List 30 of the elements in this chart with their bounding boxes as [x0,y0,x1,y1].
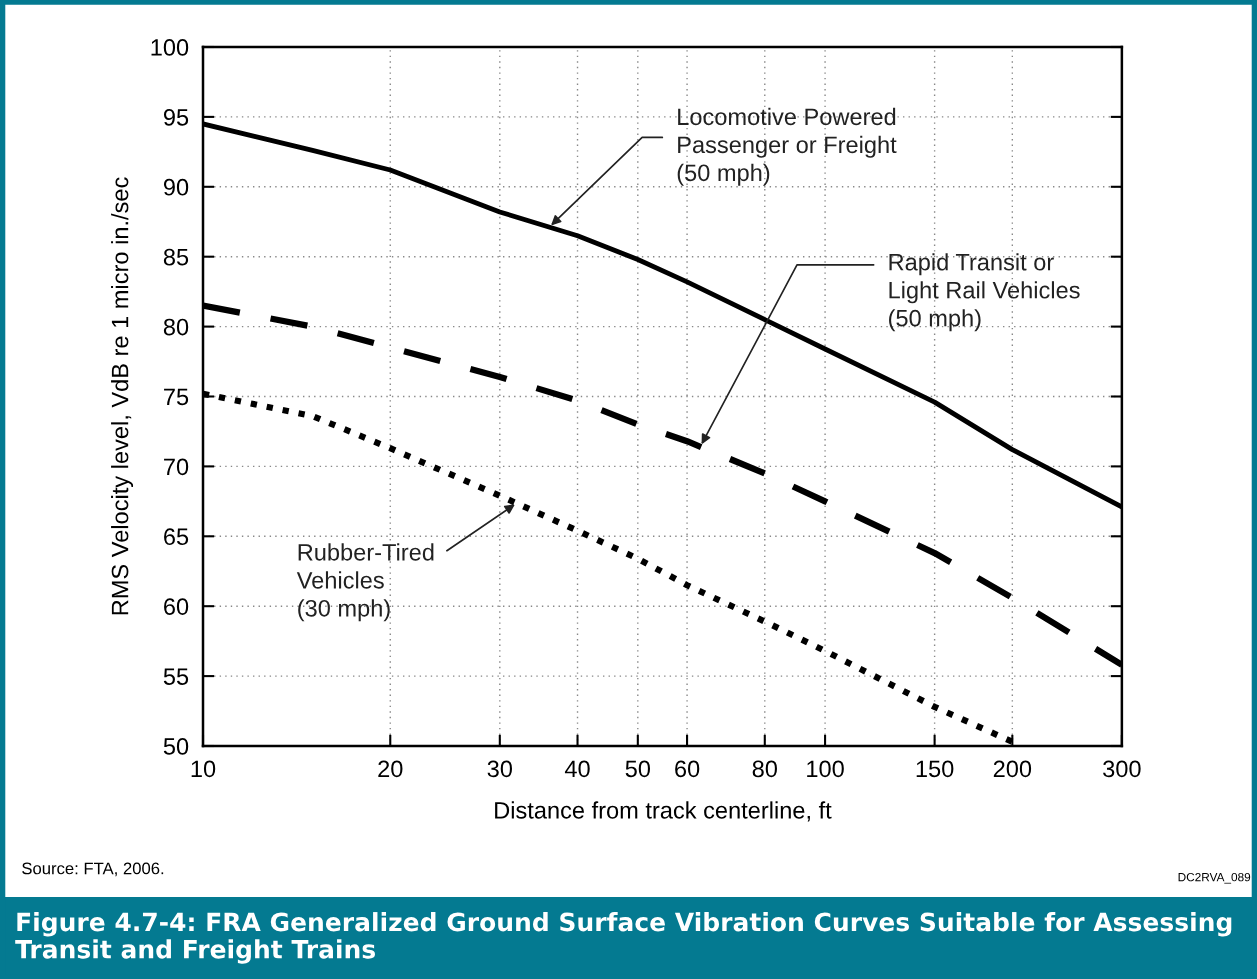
y-tick-label: 90 [163,178,189,196]
x-tick-label: 100 [807,760,844,778]
x-tick-label: 300 [1103,760,1141,778]
y-tick-label: 80 [163,318,189,336]
y-axis-title: RMS Velocity level, VdB re 1 micro in./sec [111,177,134,615]
y-tick-label: 65 [164,528,189,546]
y-tick-label: 95 [163,108,189,126]
x-tick-label: 40 [564,760,590,778]
x-tick-label: 30 [487,760,513,778]
y-tick-label: 85 [163,248,189,266]
x-tick-label: 80 [752,760,777,778]
x-tick-label: 200 [993,760,1032,778]
x-axis-title: Distance from track centerline, ft [495,801,832,822]
annotation: Locomotive Powered Passenger or Freight (50 mph) [677,107,897,186]
x-tick-label: 20 [378,760,403,778]
y-tick-label: 60 [164,598,189,615]
y-tick-label: 70 [164,458,189,476]
y-tick-label: 55 [163,668,189,685]
y-tick-label: 75 [164,388,189,406]
x-tick-label: 150 [916,760,954,778]
x-tick-label: 10 [191,760,216,778]
text: DC2RVA_089 [1178,872,1251,884]
annotation: Rubber-Tired Vehicles (30 mph) [296,543,434,622]
y-tick-label: 100 [151,39,189,56]
annotation: Rapid Transit or Light Rail Vehicles (50 mph) [889,253,1080,332]
y-tick-label: 50 [163,738,189,755]
text: Figure 4.7-4: FRA Generalized Ground Surface Vibration Curves Suitable for Assessing Transit and Freight Trains [15,912,1232,964]
source-note: Source: FTA, 2006. [22,862,164,877]
x-tick-label: 50 [625,760,651,778]
x-tick-label: 60 [675,760,700,778]
